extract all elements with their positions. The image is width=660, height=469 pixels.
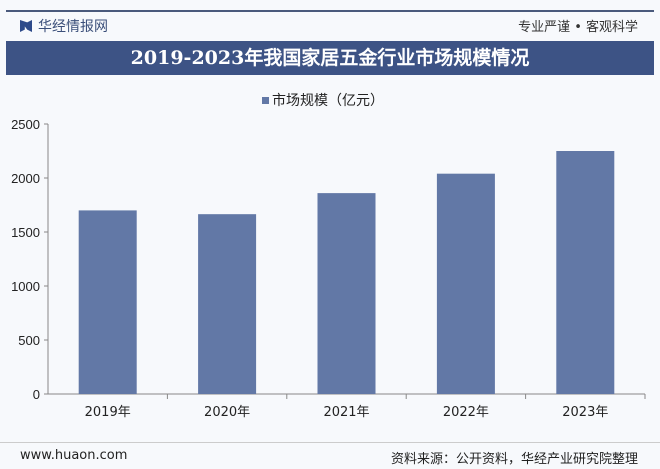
bar xyxy=(78,210,137,394)
legend-swatch xyxy=(262,96,269,104)
x-tick-label: 2022年 xyxy=(443,405,489,420)
legend-label: 市场规模（亿元） xyxy=(272,93,384,109)
footer-source: 资料来源：公开资料，华经产业研究院整理 xyxy=(390,452,638,467)
brand-name: 华经情报网 xyxy=(38,19,108,35)
x-tick-label: 2019年 xyxy=(85,405,131,420)
footer: www.huaon.com 资料来源：公开资料，华经产业研究院整理 xyxy=(0,442,660,469)
legend: 市场规模（亿元） xyxy=(262,90,384,110)
y-tick-label: 1000 xyxy=(11,279,40,294)
slogan: 专业严谨 • 客观科学 xyxy=(518,20,638,35)
footer-url[interactable]: www.huaon.com xyxy=(20,448,128,463)
y-tick-label: 2500 xyxy=(11,117,40,132)
bar xyxy=(436,173,495,394)
bar xyxy=(198,214,257,394)
x-tick-label: 2021年 xyxy=(323,405,369,420)
y-tick-label: 0 xyxy=(33,387,40,402)
bar xyxy=(556,151,615,394)
y-tick-label: 500 xyxy=(18,333,40,348)
y-tick-label: 2000 xyxy=(11,171,40,186)
y-tick-label: 1500 xyxy=(11,225,40,240)
x-tick-label: 2020年 xyxy=(204,405,250,420)
brand-logo-icon xyxy=(20,20,32,32)
x-tick-label: 2023年 xyxy=(562,405,608,420)
bar xyxy=(317,193,376,394)
chart-title: 2019-2023年我国家居五金行业市场规模情况 xyxy=(6,41,654,75)
top-divider xyxy=(6,10,654,12)
brand: 华经情报网 xyxy=(20,16,108,36)
